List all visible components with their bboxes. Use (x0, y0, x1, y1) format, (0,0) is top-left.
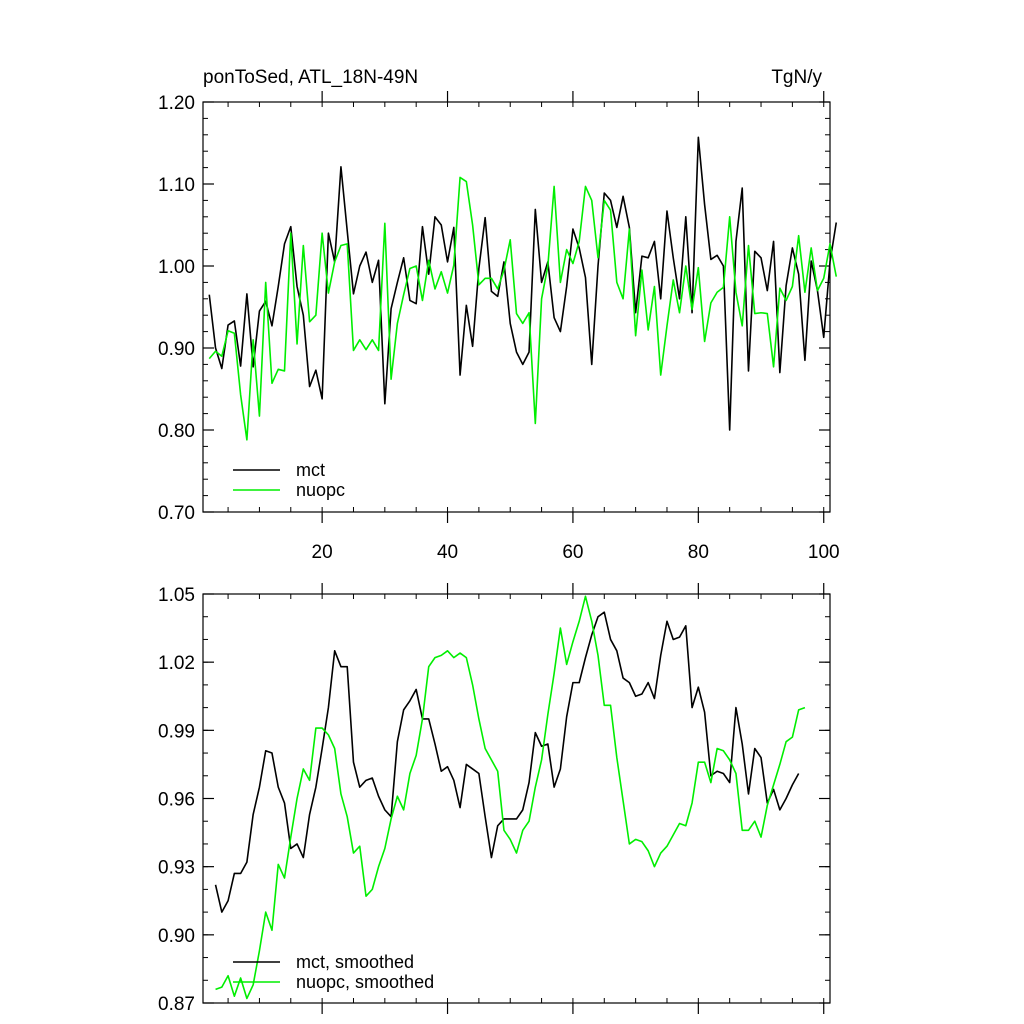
bottom-y-tick-label: 1.02 (158, 653, 195, 674)
top-x-tick-label: 20 (312, 542, 333, 563)
top-x-tick-label: 100 (808, 542, 840, 563)
bottom-legend-label: mct, smoothed (296, 952, 414, 972)
bottom-series-line-mct (214, 611, 800, 913)
bottom-y-tick-label: 0.90 (158, 926, 195, 947)
top-y-tick-label: 1.00 (158, 257, 195, 278)
top-y-tick-label: 0.80 (158, 421, 195, 442)
bottom-chart-panel: 0.87 0.90 0.93 0.96 0.99 1.02 1.05 mct, smoothe… (158, 583, 831, 1015)
top-legend-label: mct (296, 460, 325, 480)
top-x-tick-label: 80 (688, 542, 709, 563)
bottom-y-tick-label: 0.87 (158, 994, 195, 1015)
top-chart-panel: ponToSed, ATL_18N-49N TgN/y 0.70 0.80 0.90… (158, 67, 840, 563)
top-series-line-nuopc (208, 176, 838, 441)
bottom-y-tick-label: 0.99 (158, 721, 195, 742)
top-legend-label: nuopc (296, 480, 345, 500)
top-plot-frame (202, 101, 831, 513)
top-chart-title-right: TgN/y (771, 67, 822, 88)
top-series-line-mct (208, 136, 838, 431)
top-y-tick-label: 0.90 (158, 339, 195, 360)
bottom-y-tick-label: 1.05 (158, 585, 195, 606)
top-x-tick-label: 40 (437, 542, 458, 563)
top-x-tick-label: 60 (562, 542, 583, 563)
top-y-tick-label: 0.70 (158, 503, 195, 524)
bottom-series-line-nuopc (215, 595, 806, 1000)
bottom-y-tick-label: 0.96 (158, 790, 195, 811)
bottom-legend-label: nuopc, smoothed (296, 972, 434, 992)
top-y-tick-label: 1.10 (158, 175, 195, 196)
bottom-y-tick-label: 0.93 (158, 858, 195, 879)
top-chart-title-left: ponToSed, ATL_18N-49N (203, 67, 418, 88)
top-y-tick-label: 1.20 (158, 93, 195, 114)
